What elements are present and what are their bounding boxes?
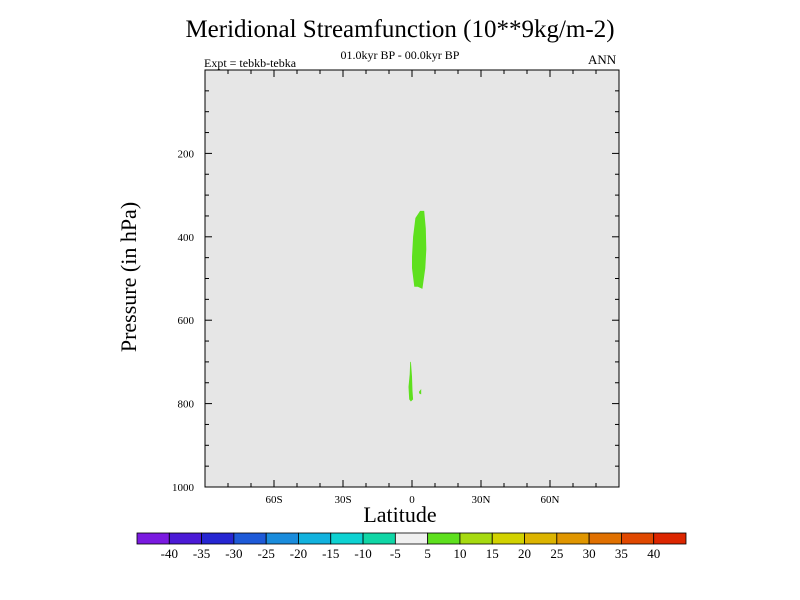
- chart-subtitle: 01.0kyr BP - 00.0kyr BP: [340, 48, 460, 62]
- colorbar-label: 30: [583, 546, 596, 561]
- lower-positive-speck: [418, 389, 422, 395]
- x-axis-title: Latitude: [363, 502, 437, 527]
- colorbar-box: [330, 532, 364, 545]
- colorbar-box: [233, 532, 267, 545]
- colorbar-box: [136, 532, 170, 545]
- season-label: ANN: [588, 52, 617, 67]
- colorbar-label: -10: [354, 546, 371, 561]
- colorbar-label: 15: [486, 546, 499, 561]
- lower-positive-cell: [408, 361, 414, 402]
- colorbar-box: [427, 532, 461, 545]
- colorbar-label: -5: [390, 546, 401, 561]
- colorbar-box: [588, 532, 622, 545]
- y-tick-label: 400: [178, 232, 195, 244]
- x-tick-label: 60N: [541, 494, 560, 506]
- y-tick-label: 800: [178, 399, 195, 411]
- colorbar-box: [168, 532, 202, 545]
- y-tick-label: 200: [178, 148, 195, 160]
- x-tick-label: 0: [409, 494, 415, 506]
- x-tick-label: 30S: [334, 494, 351, 506]
- colorbar-label: -40: [161, 546, 178, 561]
- colorbar-label: 5: [424, 546, 431, 561]
- colorbar-box: [621, 532, 655, 545]
- colorbar-box: [362, 532, 396, 545]
- x-tick-label: 30N: [472, 494, 491, 506]
- y-tick-label: 600: [178, 315, 195, 327]
- colorbar-label: -20: [290, 546, 307, 561]
- colorbar-box: [298, 532, 332, 545]
- colorbar-label: 40: [647, 546, 660, 561]
- colorbar-label: -25: [258, 546, 275, 561]
- y-tick-label: 1000: [172, 482, 195, 494]
- experiment-label: Expt = tebkb-tebka: [204, 56, 297, 70]
- colorbar-box: [491, 532, 525, 545]
- colorbar-label: 10: [453, 546, 466, 561]
- colorbar-label: 25: [550, 546, 563, 561]
- colorbar-label: -30: [225, 546, 242, 561]
- colorbar-box: [265, 532, 299, 545]
- colorbar-label: 35: [615, 546, 628, 561]
- chart-title: Meridional Streamfunction (10**9kg/m-2): [185, 16, 615, 43]
- colorbar-box: [201, 532, 235, 545]
- colorbar-label: -35: [193, 546, 210, 561]
- upper-positive-cell: [412, 210, 427, 289]
- colorbar-box: [524, 532, 558, 545]
- colorbar-label: 20: [518, 546, 531, 561]
- colorbar-label: -15: [322, 546, 339, 561]
- colorbar-box: [556, 532, 590, 545]
- colorbar-box: [394, 532, 429, 545]
- colorbar-box: [653, 532, 687, 545]
- x-tick-label: 60S: [265, 494, 282, 506]
- plot-area: [205, 70, 619, 487]
- colorbar-box: [459, 532, 493, 545]
